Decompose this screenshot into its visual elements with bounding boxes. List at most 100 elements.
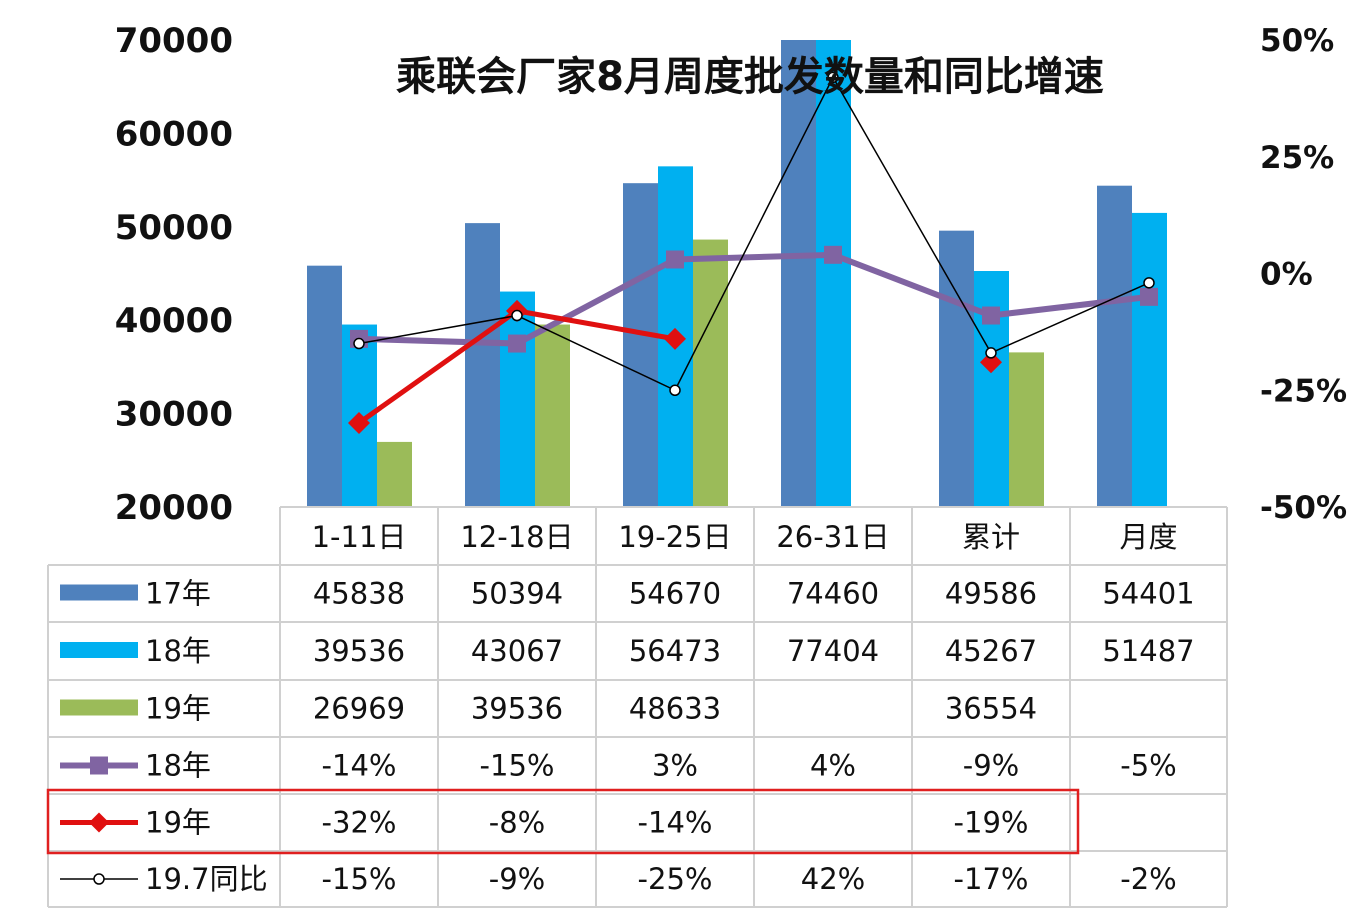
- bar-1-6: [1097, 185, 1132, 508]
- legend-key-bar: [60, 642, 138, 658]
- line-point-3-4: [827, 71, 839, 84]
- y-left-tick-label: 70000: [115, 21, 233, 61]
- line-point-1-2: [508, 334, 526, 353]
- category-label: 26-31日: [776, 520, 889, 554]
- line-point-1-5: [982, 306, 1000, 325]
- bar-2-2: [500, 291, 535, 507]
- y-left-tick-label: 30000: [115, 395, 233, 435]
- highlight-box: [46, 788, 1080, 855]
- bar-3-3: [693, 239, 728, 507]
- legend-key-marker: [89, 812, 109, 833]
- line-point-3-3: [669, 384, 681, 396]
- line-point-1-3: [666, 250, 684, 269]
- category-label: 12-18日: [460, 520, 573, 554]
- bar-1-5: [939, 230, 974, 508]
- legend-key-bar: [60, 699, 138, 716]
- legend-label: 18年: [145, 749, 211, 783]
- table-cell-value: 49586: [945, 577, 1037, 611]
- legend-label: 18年: [145, 634, 211, 668]
- legend-label: 19年: [145, 692, 211, 726]
- table-cell-value: -19%: [954, 806, 1029, 840]
- chart-title: 乘联会厂家8月周度批发数量和同比增速: [396, 54, 1104, 100]
- y-right-tick-label: 50%: [1260, 23, 1334, 59]
- table-cell-value: 54401: [1102, 577, 1194, 611]
- legend-label: 19年: [145, 806, 211, 840]
- line-point-3-5: [985, 347, 997, 359]
- legend-key-marker: [90, 756, 108, 775]
- lines-layer: [348, 71, 1158, 434]
- category-label: 累计: [962, 520, 1020, 554]
- table-cell-value: 45267: [945, 634, 1037, 668]
- table-cell-value: 54670: [629, 577, 721, 611]
- line-point-2-1: [348, 411, 370, 434]
- table-cell-value: 45838: [313, 577, 405, 611]
- legend-key-bar: [60, 584, 138, 601]
- line-series-1: [358, 251, 1150, 347]
- line-point-3-1: [353, 337, 365, 350]
- line-point-1-4: [824, 245, 842, 264]
- category-label: 月度: [1119, 520, 1177, 554]
- y-right-tick-label: 25%: [1260, 140, 1334, 176]
- bar-1-2: [465, 223, 500, 507]
- bar-1-3: [623, 183, 658, 508]
- table-cell-value: 56473: [629, 634, 721, 668]
- table-cell-value: -8%: [489, 806, 545, 840]
- table-cell-value: -9%: [489, 862, 545, 896]
- line-point-3-2: [511, 309, 523, 322]
- table-cell-value: -14%: [322, 749, 397, 783]
- table-cell-value: -2%: [1120, 862, 1176, 896]
- table-cell-value: -32%: [322, 806, 397, 840]
- table-cell-value: -17%: [954, 862, 1029, 896]
- legend-label: 17年: [145, 577, 211, 611]
- table-cell-value: 51487: [1102, 634, 1194, 668]
- y-left-tick-label: 50000: [115, 208, 233, 248]
- table-cell-value: 39536: [313, 634, 405, 668]
- legend-label: 19.7同比: [145, 862, 268, 896]
- table-cell-value: -9%: [963, 749, 1019, 783]
- table-cell-value: -14%: [638, 806, 713, 840]
- bar-2-4: [816, 40, 851, 507]
- y-right-tick-label: -25%: [1260, 373, 1347, 409]
- bar-2-6: [1132, 212, 1167, 507]
- table-cell-value: 50394: [471, 577, 563, 611]
- table-cell-value: 26969: [313, 692, 405, 726]
- table-cell-value: 36554: [945, 692, 1037, 726]
- bar-3-2: [535, 324, 570, 507]
- table-cell-value: -5%: [1120, 749, 1176, 783]
- table-cell-value: -15%: [480, 749, 555, 783]
- table-cell-value: 43067: [471, 634, 563, 668]
- category-label: 1-11日: [312, 520, 407, 554]
- line-point-2-3: [664, 327, 686, 350]
- line-point-3-6: [1143, 277, 1155, 289]
- table-cell-value: 39536: [471, 692, 563, 726]
- table-cell-value: 77404: [787, 634, 879, 668]
- table-cell-value: 42%: [801, 862, 865, 896]
- table-cell-value: 48633: [629, 692, 721, 726]
- y-left-tick-label: 40000: [115, 301, 233, 341]
- y-left-tick-label: 20000: [115, 488, 233, 528]
- line-point-1-6: [1140, 287, 1158, 306]
- table-cell-value: 3%: [652, 749, 698, 783]
- data-table: 1-11日 12-18日 19-25日 26-31日 累计 月度 17年 45838 50394…: [47, 506, 1228, 908]
- y-right-tick-label: -50%: [1260, 490, 1347, 526]
- table-cell-value: 4%: [810, 749, 856, 783]
- table-cell-value: 74460: [787, 577, 879, 611]
- legend-key-marker: [93, 873, 105, 885]
- bar-3-1: [377, 441, 412, 507]
- y-left-tick-label: 60000: [115, 114, 233, 154]
- category-label: 19-25日: [618, 520, 731, 554]
- bar-1-1: [307, 265, 342, 507]
- table-cell-value: -25%: [638, 862, 713, 896]
- line-series-3: [358, 76, 1150, 391]
- bar-2-5: [974, 271, 1009, 507]
- line-point-2-5: [980, 351, 1002, 374]
- y-axis-left: 70000 60000 50000 40000 30000 20000: [115, 21, 233, 528]
- y-right-tick-label: 0%: [1260, 257, 1313, 293]
- y-axis-right: 50% 25% 0% -25% -50%: [1260, 23, 1347, 526]
- bars-layer: [307, 40, 1167, 508]
- bar-1-4: [781, 40, 816, 507]
- table-cell-value: -15%: [322, 862, 397, 896]
- bar-3-5: [1009, 352, 1044, 507]
